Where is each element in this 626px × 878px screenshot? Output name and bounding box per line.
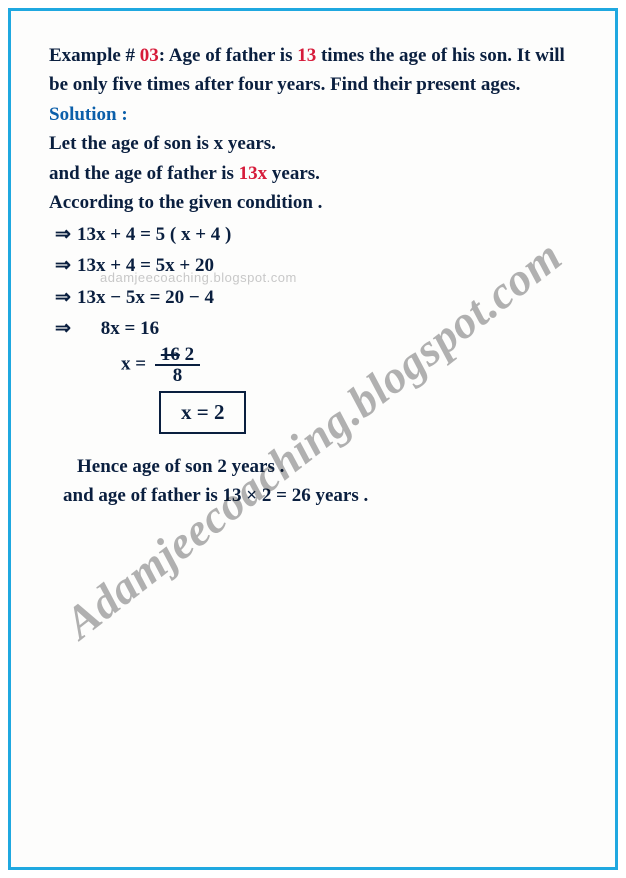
- answer-box: x = 2: [159, 391, 246, 434]
- step-4-eq: 8x = 16: [101, 318, 159, 339]
- fraction-num: 16 2: [155, 345, 200, 366]
- step-1: ⇒13x + 4 = 5 ( x + 4 ): [55, 220, 577, 249]
- setup-1a: Let the age of: [49, 133, 164, 154]
- example-number: 03: [140, 45, 159, 66]
- fraction-num-result: 2: [180, 344, 194, 365]
- conclusion-2: and age of father is 13 × 2 = 26 years .: [63, 481, 577, 510]
- step-3-eq: 13x − 5x = 20 − 4: [77, 287, 214, 308]
- fraction-num-strike: 16: [161, 344, 180, 365]
- solution-label: Solution :: [49, 100, 577, 129]
- setup-line-3: According to the given condition .: [49, 188, 577, 217]
- setup-1b: son: [164, 133, 191, 154]
- watermark-small: adamjeecoaching.blogspot.com: [100, 270, 297, 285]
- conclusion-1: Hence age of son 2 years .: [77, 452, 577, 481]
- step-4: ⇒ 8x = 16: [55, 314, 577, 343]
- setup-line-2: and the age of father is 13x years.: [49, 159, 577, 188]
- setup-1c: is x years.: [192, 133, 276, 154]
- step-3: ⇒13x − 5x = 20 − 4: [55, 283, 577, 312]
- fraction: 16 2 8: [155, 345, 200, 385]
- fraction-lhs: x =: [121, 354, 146, 375]
- problem-text-1: Age of father is: [165, 45, 297, 66]
- setup-line-1: Let the age of son is x years.: [49, 129, 577, 158]
- setup-2c: years.: [267, 163, 320, 184]
- fraction-den: 8: [155, 366, 200, 385]
- step-1-eq: 13x + 4 = 5 ( x + 4 ): [77, 224, 231, 245]
- setup-2a: and the age of father is: [49, 163, 239, 184]
- problem-statement: Example # 03: Age of father is 13 times …: [49, 41, 577, 100]
- problem-highlight-13: 13: [297, 45, 316, 66]
- setup-2b: 13x: [239, 163, 268, 184]
- example-label: Example #: [49, 45, 140, 66]
- page-frame: Example # 03: Age of father is 13 times …: [8, 8, 618, 870]
- fraction-step: x = 16 2 8: [121, 345, 577, 385]
